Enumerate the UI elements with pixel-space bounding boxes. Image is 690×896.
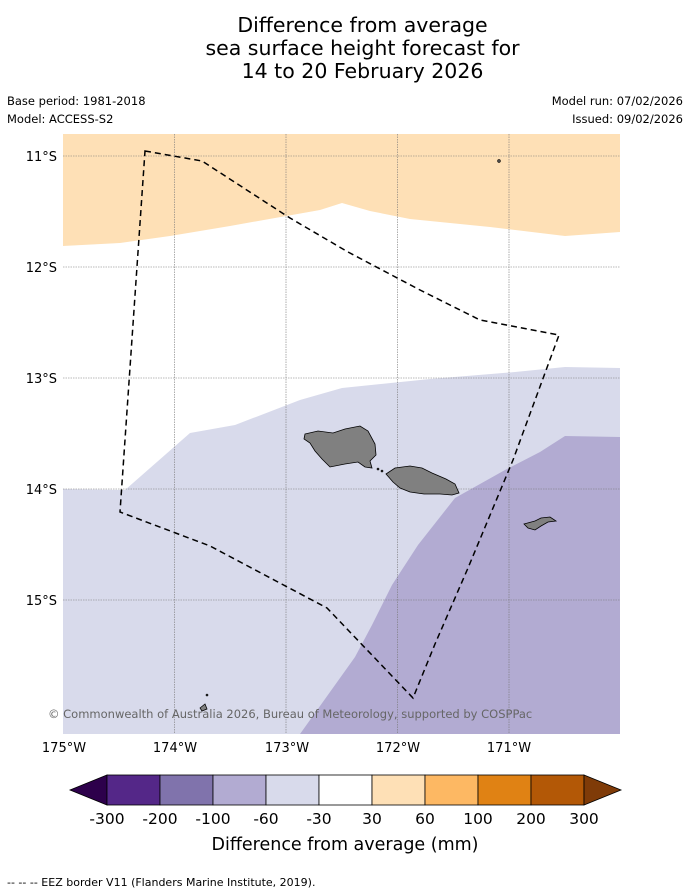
- islet-2: [380, 469, 384, 473]
- colorbar-tick: 100: [463, 810, 493, 828]
- island-small-south: [199, 703, 208, 712]
- title-line-2: sea surface height forecast for: [205, 36, 520, 60]
- land: [199, 159, 558, 712]
- colorbar: [68, 774, 623, 806]
- colorbar-extend-high: [583, 774, 623, 806]
- colorbar-tick: 200: [516, 810, 546, 828]
- lon-label-174w: 174°W: [153, 741, 197, 756]
- colorbar-tick: -60: [253, 810, 278, 828]
- lat-label-11s: 11°S: [26, 150, 57, 165]
- lat-label-14s: 14°S: [26, 483, 57, 498]
- lon-label-175w: 175°W: [42, 741, 86, 756]
- colorbar-segment-7: [424, 774, 479, 806]
- colorbar-tick: -100: [195, 810, 230, 828]
- latitude-labels: 11°S 12°S 13°S 14°S 15°S: [26, 150, 57, 609]
- island-small-north: [497, 159, 501, 163]
- colorbar-segment-1: [106, 774, 161, 806]
- colorbar-tick: 30: [362, 810, 382, 828]
- colorbar-segment-8: [477, 774, 532, 806]
- colorbar-segment-6: [371, 774, 426, 806]
- colorbar-tick: 300: [569, 810, 599, 828]
- lat-label-15s: 15°S: [26, 594, 57, 609]
- colorbar-extend-low: [68, 774, 108, 806]
- island-upolu: [385, 465, 460, 496]
- colorbar-tick: -30: [306, 810, 331, 828]
- eez-footnote: -- -- -- EEZ border V11 (Flanders Marine…: [7, 876, 316, 889]
- colorbar-segment-4: [265, 774, 320, 806]
- issued-date: Issued: 09/02/2026: [572, 112, 683, 126]
- islet-3: [205, 693, 209, 697]
- model-run: Model run: 07/02/2026: [551, 94, 683, 108]
- map-area: [63, 134, 620, 734]
- contour-band-30-60: [63, 134, 620, 246]
- gridlines: [63, 134, 620, 734]
- eez-border: [119, 150, 561, 700]
- colorbar-segment-5: [318, 774, 373, 806]
- colorbar-ticks: -300 -200 -100 -60 -30 30 60 100 200 300: [89, 810, 598, 828]
- model-name: Model: ACCESS-S2: [7, 112, 114, 126]
- longitude-labels: 175°W 174°W 173°W 172°W 171°W: [42, 741, 531, 756]
- chart-title: Difference from average sea surface heig…: [0, 14, 690, 83]
- island-tutuila: [523, 516, 558, 531]
- lon-label-172w: 172°W: [376, 741, 420, 756]
- colorbar-tick: -200: [142, 810, 177, 828]
- colorbar-segment-2: [159, 774, 214, 806]
- colorbar-segment-9: [530, 774, 585, 806]
- base-period: Base period: 1981-2018: [7, 94, 146, 108]
- lat-label-13s: 13°S: [26, 372, 57, 387]
- title-line-1: Difference from average: [237, 13, 488, 37]
- lat-label-12s: 12°S: [26, 261, 57, 276]
- colorbar-segment-3: [212, 774, 267, 806]
- colorbar-label: Difference from average (mm): [211, 835, 478, 855]
- colorbar-tick: -300: [89, 810, 124, 828]
- colorbar-tick: 60: [415, 810, 435, 828]
- copyright-notice: © Commonwealth of Australia 2026, Bureau…: [48, 707, 532, 721]
- lon-label-171w: 171°W: [487, 741, 531, 756]
- island-savaii: [303, 425, 377, 469]
- islet-1: [376, 467, 380, 471]
- lon-label-173w: 173°W: [265, 741, 309, 756]
- title-line-3: 14 to 20 February 2026: [241, 59, 484, 83]
- contour-band-minus60-minus100: [300, 436, 620, 734]
